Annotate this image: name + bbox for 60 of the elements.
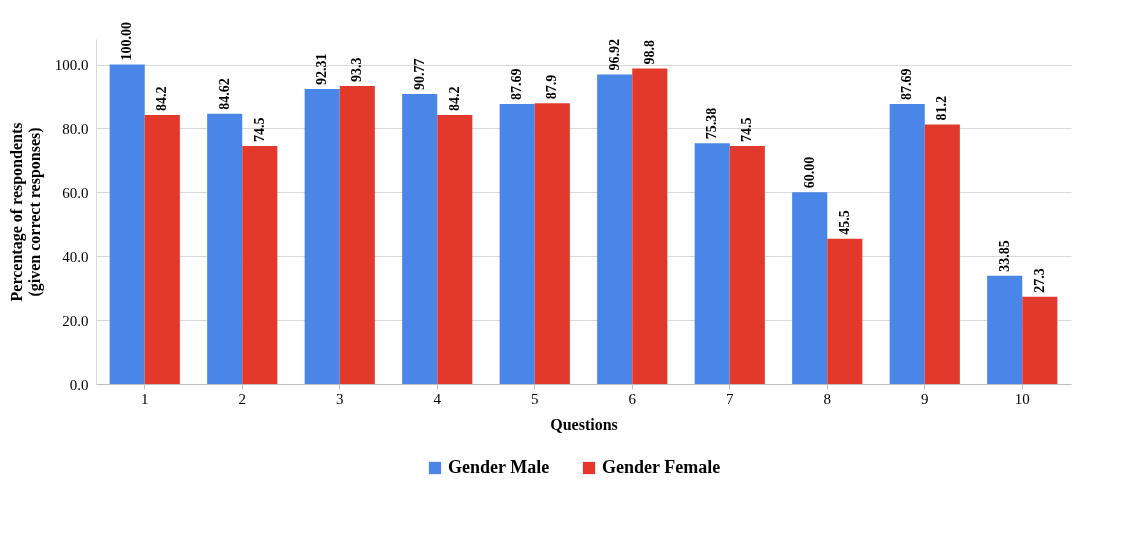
x-axis-title: Questions	[550, 415, 618, 433]
bar	[339, 85, 375, 384]
x-tick-label: 6	[628, 390, 637, 407]
x-tick-label: 7	[726, 390, 734, 407]
y-tick-label: 80.0	[62, 120, 89, 137]
bar	[632, 68, 668, 384]
y-tick-label: 60.0	[62, 184, 89, 201]
bar	[827, 238, 863, 384]
bar	[402, 94, 438, 384]
bar	[597, 74, 633, 384]
data-label: 45.5	[836, 210, 852, 235]
x-tick-label: 2	[238, 390, 246, 407]
data-label: 93.3	[349, 57, 365, 82]
x-tick-label: 8	[823, 390, 831, 407]
bar	[694, 143, 730, 384]
data-label: 27.3	[1031, 268, 1047, 293]
bar	[109, 64, 145, 384]
data-label: 92.31	[314, 53, 330, 86]
data-label: 84.2	[446, 86, 462, 112]
bar	[144, 115, 180, 384]
bar	[242, 146, 278, 384]
data-label: 81.2	[934, 96, 950, 121]
y-tick-label: 40.0	[62, 248, 89, 265]
bar	[534, 103, 570, 384]
bar	[437, 115, 473, 384]
data-label: 75.38	[704, 107, 720, 140]
x-tick-label: 3	[336, 390, 344, 407]
data-label: 87.69	[509, 68, 525, 100]
data-label: 33.85	[996, 240, 1012, 272]
bar	[924, 124, 960, 384]
bar	[207, 113, 243, 384]
bar	[304, 89, 340, 384]
data-label: 60.00	[801, 156, 817, 189]
bar	[1022, 296, 1058, 384]
y-tick-label: 20.0	[62, 312, 89, 329]
y-tick-label: 0.0	[69, 376, 89, 393]
data-label: 96.92	[606, 38, 622, 71]
data-label: 90.77	[411, 58, 427, 91]
data-label: 84.62	[216, 78, 232, 110]
legend-label: Gender Female	[602, 457, 721, 477]
legend-label: Gender Male	[448, 457, 550, 477]
x-tick-label: 1	[141, 390, 149, 407]
bar	[729, 146, 765, 384]
bar	[889, 103, 925, 384]
bar	[792, 192, 828, 384]
y-axis-title: Percentage of respondents (given correct responses)	[7, 122, 44, 302]
data-label: 100.00	[119, 22, 135, 61]
x-tick-label: 9	[921, 390, 929, 407]
data-label: 98.8	[641, 39, 657, 65]
x-tick-label: 10	[1014, 390, 1030, 407]
data-label: 84.2	[154, 86, 170, 112]
data-label: 87.9	[544, 74, 560, 100]
x-tick-label: 4	[433, 390, 442, 407]
y-tick-label: 100.0	[54, 57, 89, 74]
data-label: 74.5	[739, 117, 755, 143]
data-label: 74.5	[251, 117, 267, 143]
x-tick-label: 5	[531, 390, 539, 407]
bar	[499, 103, 535, 384]
data-label: 87.69	[899, 68, 915, 100]
bar	[987, 275, 1023, 384]
